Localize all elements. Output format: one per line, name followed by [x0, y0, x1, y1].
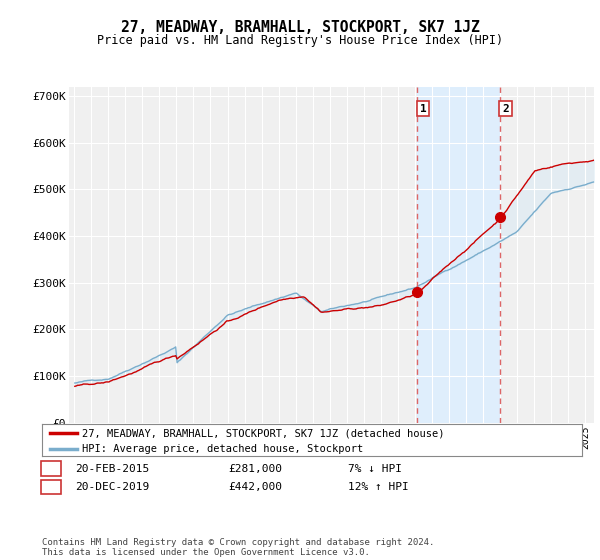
- Text: HPI: Average price, detached house, Stockport: HPI: Average price, detached house, Stoc…: [83, 444, 364, 454]
- Text: £281,000: £281,000: [228, 464, 282, 474]
- Text: 27, MEADWAY, BRAMHALL, STOCKPORT, SK7 1JZ (detached house): 27, MEADWAY, BRAMHALL, STOCKPORT, SK7 1J…: [83, 428, 445, 438]
- Text: 2: 2: [47, 482, 55, 492]
- Text: 27, MEADWAY, BRAMHALL, STOCKPORT, SK7 1JZ: 27, MEADWAY, BRAMHALL, STOCKPORT, SK7 1J…: [121, 20, 479, 35]
- Text: 20-FEB-2015: 20-FEB-2015: [75, 464, 149, 474]
- Text: Contains HM Land Registry data © Crown copyright and database right 2024.
This d: Contains HM Land Registry data © Crown c…: [42, 538, 434, 557]
- Text: 12% ↑ HPI: 12% ↑ HPI: [348, 482, 409, 492]
- Text: £442,000: £442,000: [228, 482, 282, 492]
- Text: 1: 1: [47, 464, 55, 474]
- Text: 20-DEC-2019: 20-DEC-2019: [75, 482, 149, 492]
- Text: 2: 2: [502, 104, 509, 114]
- Bar: [417, 87, 500, 423]
- Text: Price paid vs. HM Land Registry's House Price Index (HPI): Price paid vs. HM Land Registry's House …: [97, 34, 503, 46]
- Text: 1: 1: [420, 104, 427, 114]
- Text: 7% ↓ HPI: 7% ↓ HPI: [348, 464, 402, 474]
